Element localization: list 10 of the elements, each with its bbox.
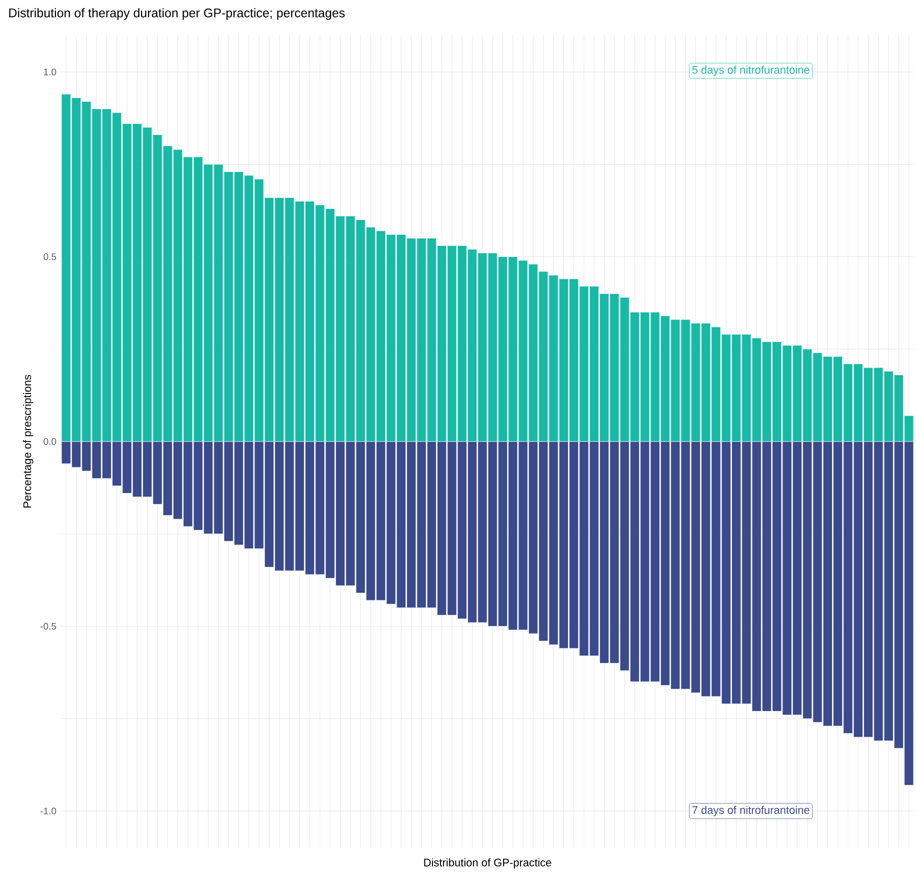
legend-label: 7 days of nitrofurantoine	[692, 806, 810, 816]
legend-label: 5 days of nitrofurantoine	[692, 66, 810, 76]
y-tick-label: 1.0	[44, 68, 56, 76]
chart-title: Distribution of therapy duration per GP-practice; percentages	[9, 8, 345, 20]
x-axis-title: Distribution of GP-practice	[424, 858, 552, 869]
y-tick-label: -1.0	[40, 808, 56, 814]
y-tick-label: 0.5	[44, 253, 56, 260]
y-tick-label: -0.5	[40, 622, 56, 630]
y-tick-label: 0.0	[44, 438, 56, 445]
y-axis-title: Percentage of prescriptions	[23, 374, 34, 508]
